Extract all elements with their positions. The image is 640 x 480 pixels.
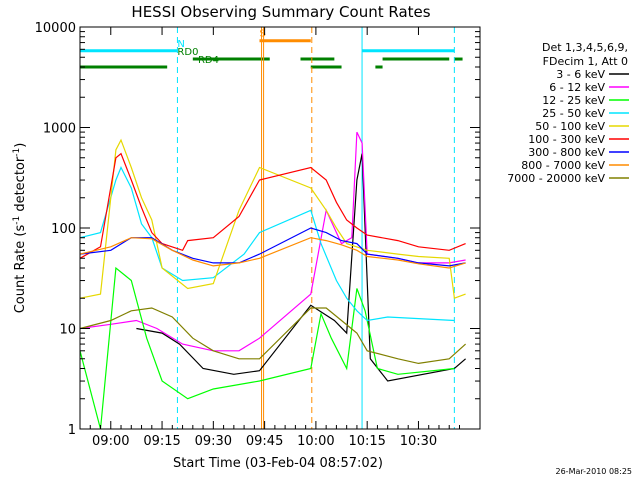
series-line bbox=[79, 307, 467, 365]
legend-entry-label: 7000 - 20000 keV bbox=[507, 172, 605, 185]
x-axis-label: Start Time (03-Feb-04 08:57:02) bbox=[173, 456, 383, 471]
timestamp: 26-Mar-2010 08:25 bbox=[556, 467, 633, 476]
series-line bbox=[79, 227, 466, 267]
flag-rd0-label: RD0 bbox=[177, 47, 198, 58]
chart-title: HESSI Observing Summary Count Rates bbox=[131, 3, 430, 21]
y-tick-label: 1000 bbox=[43, 122, 76, 137]
legend-header-detectors: Det 1,3,4,5,6,9, bbox=[542, 41, 628, 54]
legend: Det 1,3,4,5,6,9, FDecim 1, Att 0 3 - 6 k… bbox=[507, 41, 629, 185]
x-tick-label: 09:30 bbox=[195, 434, 232, 449]
x-tick-label: 09:45 bbox=[246, 434, 283, 449]
legend-entry-label: 100 - 300 keV bbox=[528, 133, 605, 146]
y-axis-label: Count Rate (s-1 detector-1) bbox=[12, 143, 28, 314]
y-label-main: Count Rate (s bbox=[13, 225, 28, 314]
series-line bbox=[79, 138, 466, 300]
y-tick-label: 100 bbox=[51, 222, 76, 237]
legend-entry-label: 50 - 100 keV bbox=[535, 120, 605, 133]
y-label-sup2: -1 bbox=[12, 148, 22, 157]
series-line bbox=[79, 152, 466, 259]
flag-s-label: S bbox=[259, 29, 265, 40]
flag-n-label: N bbox=[177, 39, 184, 50]
y-tick-label: 10000 bbox=[35, 21, 76, 36]
y-label-mid: detector bbox=[13, 156, 28, 216]
x-tick-label: 09:00 bbox=[92, 434, 129, 449]
y-tick-label: 1 bbox=[68, 423, 76, 438]
legend-entry-label: 12 - 25 keV bbox=[542, 94, 605, 107]
time-markers bbox=[79, 27, 455, 429]
x-tick-label: 10:15 bbox=[348, 434, 385, 449]
series-line bbox=[79, 237, 466, 269]
legend-header-fdecim: FDecim 1, Att 0 bbox=[543, 55, 628, 68]
flag-rd4-label: RD4 bbox=[198, 55, 219, 66]
x-tick-label: 10:00 bbox=[297, 434, 334, 449]
x-axis: 09:00 09:15 09:30 09:45 10:00 10:15 10:30 bbox=[89, 27, 460, 449]
series-line bbox=[79, 266, 455, 430]
legend-entry-label: 800 - 7000 keV bbox=[521, 159, 605, 172]
x-tick-label: 10:30 bbox=[400, 434, 437, 449]
legend-entry-label: 300 - 800 keV bbox=[528, 146, 605, 159]
x-tick-label: 09:15 bbox=[143, 434, 180, 449]
y-axis: 1 10 100 1000 10000 bbox=[35, 21, 480, 438]
y-label-sup1: -1 bbox=[12, 216, 22, 225]
series-line bbox=[136, 153, 466, 382]
legend-entry-label: 6 - 12 keV bbox=[549, 81, 605, 94]
series-line bbox=[79, 166, 455, 322]
plot-frame bbox=[79, 26, 481, 430]
series-lines bbox=[79, 131, 467, 430]
y-tick-label: 10 bbox=[59, 323, 76, 338]
y-label-end: ) bbox=[13, 143, 28, 148]
legend-entry-label: 25 - 50 keV bbox=[542, 107, 605, 120]
legend-entry-label: 3 - 6 keV bbox=[556, 68, 605, 81]
